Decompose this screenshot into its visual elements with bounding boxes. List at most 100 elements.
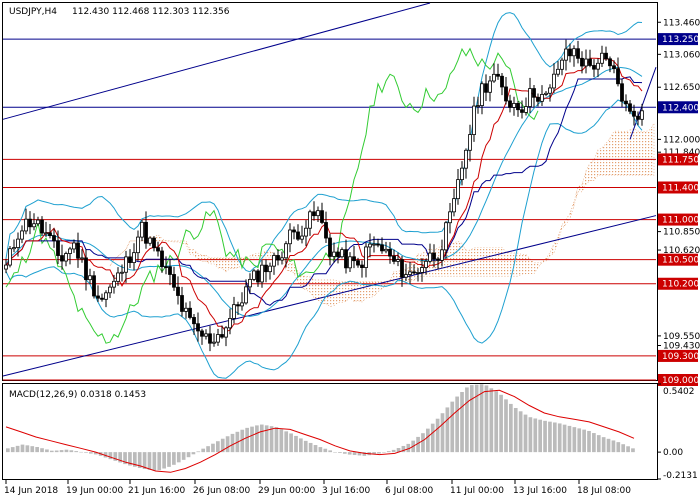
- candle-body: [132, 252, 136, 263]
- kijun-line: [5, 76, 643, 306]
- candle-body: [516, 103, 520, 111]
- macd-bar: [289, 433, 293, 453]
- candle-body: [396, 259, 400, 262]
- candle-body: [544, 92, 548, 95]
- candle-body: [540, 94, 544, 102]
- candle-body: [368, 243, 372, 248]
- candle-body: [304, 227, 308, 237]
- macd-bar: [211, 443, 215, 453]
- candle-body: [88, 275, 92, 281]
- macd-bar: [30, 446, 35, 453]
- candle-body: [436, 258, 440, 261]
- level-badge-label: 111.000: [662, 216, 699, 226]
- macd-bar: [479, 384, 484, 453]
- candle-body: [296, 231, 300, 240]
- candle-body: [272, 255, 276, 267]
- macd-bar: [357, 452, 362, 456]
- candle-body: [308, 211, 312, 229]
- macd-bar: [132, 452, 137, 467]
- candle-body: [480, 83, 484, 106]
- candle-body: [440, 249, 444, 261]
- candle-body: [552, 73, 556, 89]
- candle-body: [64, 253, 68, 262]
- candle-body: [248, 278, 252, 288]
- price-axis-label: 109.550: [663, 332, 700, 342]
- candle-body: [352, 256, 356, 262]
- candle-body: [276, 255, 280, 261]
- macd-bar: [10, 447, 15, 453]
- candle-body: [16, 238, 20, 248]
- candle-body: [612, 65, 616, 70]
- trend-channel: [2, 2, 657, 377]
- candle-body: [556, 68, 560, 75]
- candle-body: [492, 73, 496, 82]
- candle-body: [284, 243, 288, 259]
- macd-bar: [259, 424, 264, 453]
- candle-body: [292, 229, 296, 233]
- macd-bar: [377, 452, 381, 454]
- candle-body: [52, 235, 56, 242]
- candle-body: [36, 219, 40, 225]
- price-candles: [4, 39, 644, 352]
- macd-axis-label: -0.2131: [663, 471, 698, 481]
- chikou-line: [5, 47, 539, 344]
- macd-bar: [20, 444, 25, 453]
- macd-bar: [592, 433, 596, 453]
- candle-body: [348, 256, 352, 269]
- macd-bar: [489, 388, 494, 453]
- candle-body: [328, 237, 332, 257]
- candle-body: [4, 264, 8, 270]
- candle-body: [404, 274, 408, 278]
- macd-bar: [509, 403, 513, 453]
- candle-body: [388, 248, 392, 257]
- macd-bar: [128, 452, 132, 466]
- candle-body: [152, 237, 156, 249]
- macd-bar: [455, 396, 459, 453]
- candle-body: [92, 275, 96, 297]
- macd-axis-label: 0.5402: [663, 387, 695, 397]
- candle-body: [72, 242, 76, 250]
- macd-bar: [352, 452, 357, 456]
- bollinger-middle: [5, 66, 643, 317]
- macd-bar: [450, 401, 455, 453]
- macd-bar: [313, 445, 318, 453]
- macd-bar: [216, 441, 220, 453]
- level-badge-label: 110.500: [662, 256, 699, 266]
- macd-bar: [74, 451, 79, 453]
- level-badges: 113.250 112.400 111.750 111.400 111.000 110.5…: [658, 33, 699, 386]
- level-badge-label: 111.400: [662, 183, 699, 193]
- macd-bar: [206, 446, 210, 453]
- candle-body: [44, 232, 48, 235]
- macd-bar: [40, 448, 44, 453]
- candle-body: [224, 327, 228, 338]
- candle-body: [496, 73, 500, 77]
- macd-panel-frame: [2, 383, 658, 480]
- level-badge-bg: [658, 101, 698, 114]
- candle-body: [508, 100, 512, 108]
- price-axis-label: 110.850: [663, 228, 700, 238]
- macd-bar: [323, 448, 328, 453]
- candle-body: [640, 110, 644, 120]
- macd-bar: [440, 413, 445, 453]
- candle-body: [512, 103, 516, 108]
- candle-body: [312, 211, 316, 217]
- level-badge-label: 109.300: [662, 352, 699, 362]
- tenkan-line: [5, 57, 643, 333]
- macd-bar: [499, 394, 503, 453]
- candle-body: [260, 264, 264, 283]
- macd-bar: [362, 452, 367, 456]
- candle-body: [384, 248, 388, 252]
- macd-bar: [157, 452, 162, 471]
- level-badge-label: 113.250: [662, 35, 699, 45]
- candle-body: [564, 48, 568, 61]
- candle-body: [28, 218, 32, 228]
- macd-bar: [220, 438, 225, 453]
- macd-bar: [123, 452, 127, 465]
- time-axis-label: 13 Jul 16:00: [513, 486, 567, 496]
- candle-body: [124, 256, 128, 273]
- candle-body: [336, 251, 340, 258]
- macd-bar: [45, 449, 49, 453]
- macd-bar: [284, 431, 289, 453]
- macd-bar: [513, 407, 518, 453]
- candle-body: [524, 106, 528, 113]
